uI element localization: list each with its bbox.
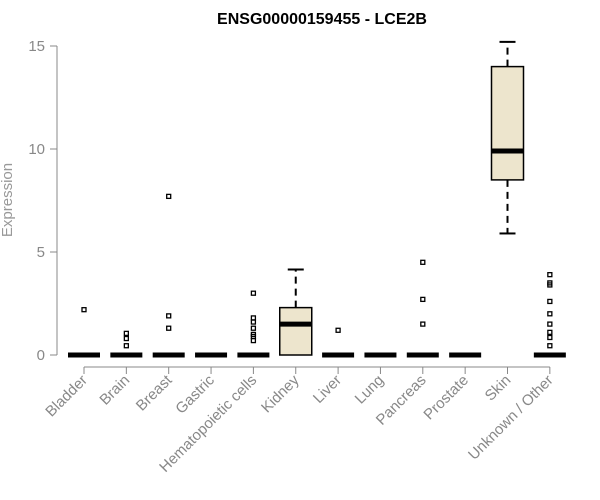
outlier-point (547, 343, 553, 349)
y-axis: 0 5 10 15 (28, 38, 58, 364)
x-tick-label: Liver (310, 372, 345, 407)
x-tick-label: Breast (133, 371, 176, 414)
outlier-point (547, 311, 553, 317)
y-tick-label: 5 (37, 244, 45, 261)
outlier-point (123, 343, 129, 349)
x-tick-label: Skin (482, 372, 515, 405)
y-axis-label: Expression (0, 163, 16, 237)
chart-title: ENSG00000159455 - LCE2B (217, 11, 427, 28)
outlier-point (547, 321, 553, 327)
box-body (490, 65, 525, 181)
outlier-point (420, 321, 426, 327)
boxes-group (68, 40, 566, 358)
outlier-point (250, 290, 257, 296)
box-brain (110, 330, 143, 358)
x-tick-label: Kidney (258, 371, 303, 416)
box-unknown-other (533, 272, 566, 358)
outlier-point (166, 313, 172, 319)
box-liver (322, 327, 355, 358)
box-bladder (68, 307, 100, 358)
outlier-point (250, 315, 257, 321)
outlier-point (547, 272, 553, 278)
box-body (279, 306, 313, 356)
outlier-point (547, 298, 553, 305)
outlier-point (81, 307, 87, 313)
y-tick-label: 0 (37, 347, 45, 364)
outlier-point (420, 296, 426, 303)
outlier-point (547, 329, 553, 335)
box-breast (152, 193, 185, 358)
outlier-point (420, 259, 426, 265)
outlier-point (250, 319, 257, 325)
outlier-point (123, 330, 129, 337)
outlier-point (335, 327, 341, 333)
x-tick-label: Brain (96, 372, 133, 409)
box-hematopoietic-cells (237, 290, 270, 358)
outlier-point (123, 335, 129, 342)
outlier-point (166, 325, 172, 331)
y-tick-label: 10 (28, 141, 45, 158)
outlier-point (166, 193, 172, 200)
outlier-point (547, 280, 553, 286)
outlier-point (250, 325, 257, 331)
x-tick-label: Lung (352, 372, 388, 408)
box-pancreas (406, 259, 439, 358)
outlier-point (250, 337, 257, 344)
x-tick-label: Prostate (420, 372, 472, 424)
outlier-point (250, 331, 257, 338)
box-skin (490, 40, 525, 235)
outlier-point (547, 334, 553, 341)
x-tick-label: Bladder (42, 372, 91, 421)
y-tick-label: 15 (28, 38, 45, 55)
box-kidney (279, 268, 313, 356)
